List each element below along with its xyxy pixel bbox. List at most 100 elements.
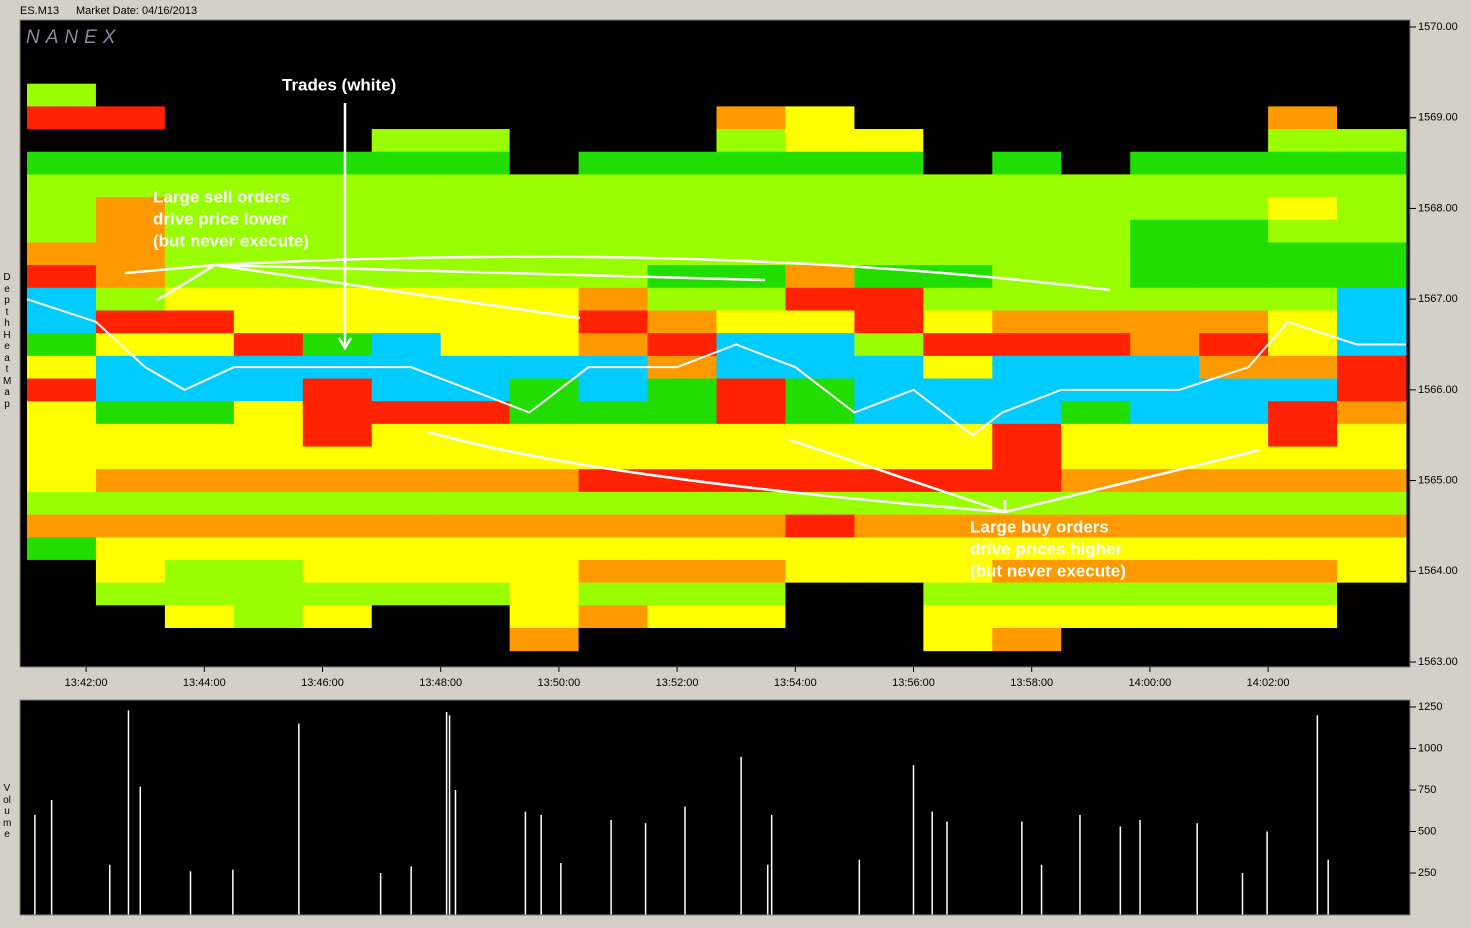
heat-cell: [302, 242, 373, 266]
heat-cell: [785, 287, 855, 311]
heat-cell: [716, 174, 786, 198]
heat-cell: [578, 106, 649, 130]
buy-arrows: [427, 430, 1261, 514]
heat-cell: [923, 446, 993, 470]
heat-cell: [923, 401, 993, 425]
x-tick-label: 13:58:00: [1010, 677, 1053, 689]
volume-bar: [684, 806, 686, 915]
heat-cell: [233, 378, 304, 402]
heat-cell: [992, 401, 1062, 425]
heat-cell: [164, 174, 235, 198]
heat-cell: [992, 378, 1062, 402]
heat-cell: [164, 265, 235, 289]
heat-cell: [578, 287, 649, 311]
heat-cell: [647, 287, 717, 311]
heat-cell: [1337, 219, 1407, 243]
heat-cell: [1268, 151, 1338, 175]
heat-cell: [509, 151, 580, 175]
heat-cell: [647, 469, 717, 493]
arrow-head: [337, 337, 353, 351]
heat-cell: [1061, 582, 1131, 606]
heat-cell: [716, 401, 786, 425]
heat-cell: [509, 174, 580, 198]
heat-cell: [923, 129, 993, 153]
heat-cell: [164, 627, 235, 652]
heat-cell: [716, 627, 786, 652]
heat-cell: [95, 355, 166, 380]
heat-cell: [1337, 605, 1407, 629]
heat-cell: [1337, 559, 1407, 584]
heat-cell: [854, 469, 924, 493]
heat-cell: [1268, 219, 1338, 243]
volume-bar: [50, 799, 53, 915]
heat-cell: [302, 378, 373, 402]
heat-cell: [164, 310, 235, 334]
heat-cell: [854, 559, 924, 584]
heat-cell: [1061, 174, 1131, 198]
heat-cell: [509, 265, 580, 289]
heat-cell: [716, 151, 786, 175]
heat-cell: [371, 333, 442, 357]
heat-cell: [1268, 355, 1338, 380]
heat-cell: [785, 106, 855, 130]
heat-cell: [233, 582, 304, 606]
heat-cell: [509, 491, 580, 516]
heat-cell: [992, 627, 1062, 652]
heat-cell: [371, 83, 442, 107]
heat-cell: [302, 151, 373, 175]
heat-cell: [785, 605, 855, 629]
heat-cell: [923, 514, 993, 538]
heat-cell: [27, 446, 97, 470]
heat-cell: [1199, 469, 1269, 493]
heat-cell: [164, 378, 235, 402]
heat-cell: [233, 83, 304, 107]
heat-cell: [509, 219, 580, 243]
heat-cell: [1199, 242, 1269, 266]
heat-cell: [992, 265, 1062, 289]
heat-cell: [164, 219, 235, 243]
heat-cell: [647, 378, 717, 402]
heat-cell: [923, 605, 993, 629]
heat-cell: [992, 514, 1062, 538]
heat-cell: [27, 333, 97, 357]
heat-cell: [992, 174, 1062, 198]
volume-bar: [454, 790, 457, 915]
heat-cell: [992, 423, 1062, 448]
heat-cell: [1337, 537, 1407, 561]
heat-cell: [95, 378, 166, 402]
heat-cell: [992, 491, 1062, 516]
heat-cell: [27, 537, 97, 561]
heat-cell: [923, 174, 993, 198]
heat-cell: [1268, 106, 1338, 130]
heat-cell: [923, 151, 993, 175]
volume-bar: [189, 871, 192, 915]
heat-cell: [27, 559, 97, 584]
heat-cell: [371, 197, 442, 221]
heat-cell: [95, 401, 166, 425]
heat-cell: [1199, 537, 1269, 561]
heat-cell: [785, 446, 855, 470]
heat-cell: [371, 605, 442, 629]
heat-cell: [1130, 242, 1200, 266]
heat-cell: [1337, 378, 1407, 402]
heat-cell: [27, 151, 97, 175]
heat-cell: [1268, 378, 1338, 402]
heat-cell: [509, 537, 580, 561]
heat-cell: [302, 491, 373, 516]
y-tick-label: 1567.00: [1418, 293, 1458, 305]
heat-cell: [716, 423, 786, 448]
heat-cell: [854, 151, 924, 175]
heat-cell: [647, 627, 717, 652]
heat-cell: [785, 310, 855, 334]
heat-cell: [440, 265, 511, 289]
heat-cell: [371, 423, 442, 448]
heat-cell: [164, 151, 235, 175]
heat-cell: [27, 514, 97, 538]
volume-frame: [19, 699, 1411, 916]
heat-cell: [1337, 423, 1407, 448]
heat-cell: [578, 378, 649, 402]
heat-cell: [302, 333, 373, 357]
heat-cell: [716, 310, 786, 334]
heat-cell: [509, 242, 580, 266]
